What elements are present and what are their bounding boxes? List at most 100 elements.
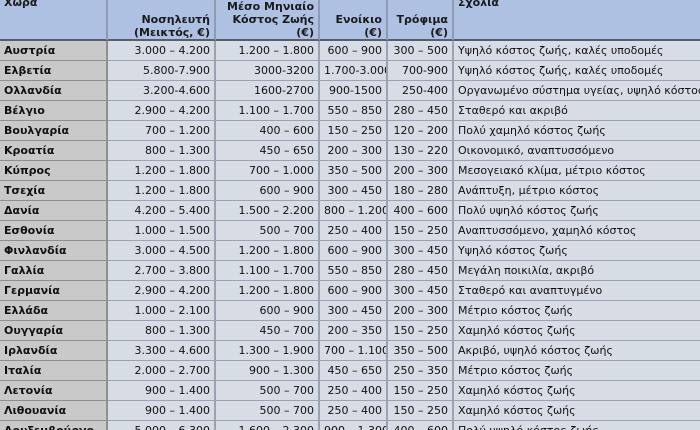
cell-food[interactable]: 400 – 600 xyxy=(388,421,454,430)
cell-notes[interactable]: Υψηλό κόστος ζωής, καλές υποδομές xyxy=(454,61,700,81)
cell-food[interactable]: 300 – 500 xyxy=(388,41,454,61)
column-header-food[interactable]: Τρόφιμα (€) xyxy=(388,0,454,41)
table-row[interactable]: Λετονία 900 – 1.400 500 – 700 250 – 400 150 … xyxy=(0,381,700,401)
table-row[interactable]: Ιταλία 2.000 – 2.700 900 – 1.300 450 – 650 2… xyxy=(0,361,700,381)
table-row[interactable]: Κροατία 800 – 1.300 450 – 650 200 – 300 130 … xyxy=(0,141,700,161)
cell-notes[interactable]: Ακριβό, υψηλό κόστος ζωής xyxy=(454,341,700,361)
cell-food[interactable]: 150 – 250 xyxy=(388,401,454,421)
column-header-rent[interactable]: Ενοίκιο (€) xyxy=(320,0,388,41)
cell-cost[interactable]: 1.300 – 1.900 xyxy=(216,341,320,361)
cell-cost[interactable]: 500 – 700 xyxy=(216,401,320,421)
cell-salary[interactable]: 3.200-4.600 xyxy=(108,81,216,101)
cell-salary[interactable]: 1.200 – 1.800 xyxy=(108,161,216,181)
cell-cost[interactable]: 600 – 900 xyxy=(216,301,320,321)
cell-country[interactable]: Ολλανδία xyxy=(0,81,108,101)
cell-rent[interactable]: 900 – 1.300 xyxy=(320,421,388,430)
cell-food[interactable]: 150 – 250 xyxy=(388,221,454,241)
cell-food[interactable]: 300 – 450 xyxy=(388,281,454,301)
cell-rent[interactable]: 550 – 850 xyxy=(320,261,388,281)
table-row[interactable]: Ιρλανδία 3.300 – 4.600 1.300 – 1.900 700 – … xyxy=(0,341,700,361)
cell-notes[interactable]: Σταθερό και ακριβό xyxy=(454,101,700,121)
cell-cost[interactable]: 1.100 – 1.700 xyxy=(216,101,320,121)
table-row[interactable]: Λιθουανία 900 – 1.400 500 – 700 250 – 400 15… xyxy=(0,401,700,421)
cell-country[interactable]: Ελλάδα xyxy=(0,301,108,321)
cell-country[interactable]: Λουξεμβούργο xyxy=(0,421,108,430)
cell-cost[interactable]: 1.200 – 1.800 xyxy=(216,281,320,301)
cell-cost[interactable]: 3000-3200 xyxy=(216,61,320,81)
column-header-country[interactable]: Χώρα xyxy=(0,0,108,41)
cell-notes[interactable]: Χαμηλό κόστος ζωής xyxy=(454,321,700,341)
cell-rent[interactable]: 800 – 1.200 xyxy=(320,201,388,221)
table-row[interactable]: Ελλάδα 1.000 – 2.100 600 – 900 300 – 450 200… xyxy=(0,301,700,321)
cell-notes[interactable]: Οργανωμένο σύστημα υγείας, υψηλό κόστος … xyxy=(454,81,700,101)
column-header-notes[interactable]: Σχόλια xyxy=(454,0,700,41)
cell-country[interactable]: Ελβετία xyxy=(0,61,108,81)
column-header-salary[interactable]: Νοσηλευτή (Μεικτός, €) xyxy=(108,0,216,41)
cell-rent[interactable]: 200 – 300 xyxy=(320,141,388,161)
cell-notes[interactable]: Μεγάλη ποικιλία, ακριβό xyxy=(454,261,700,281)
cell-food[interactable]: 700-900 xyxy=(388,61,454,81)
cell-country[interactable]: Λιθουανία xyxy=(0,401,108,421)
cell-rent[interactable]: 150 – 250 xyxy=(320,121,388,141)
cell-cost[interactable]: 1.600 – 2.300 xyxy=(216,421,320,430)
cell-salary[interactable]: 1.000 – 2.100 xyxy=(108,301,216,321)
cell-notes[interactable]: Χαμηλό κόστος ζωής xyxy=(454,381,700,401)
cell-rent[interactable]: 600 – 900 xyxy=(320,41,388,61)
cell-rent[interactable]: 600 – 900 xyxy=(320,281,388,301)
cell-country[interactable]: Ιρλανδία xyxy=(0,341,108,361)
cell-notes[interactable]: Πολύ υψηλό κόστος ζωής xyxy=(454,421,700,430)
cell-food[interactable]: 150 – 250 xyxy=(388,321,454,341)
cell-food[interactable]: 150 – 250 xyxy=(388,381,454,401)
cell-salary[interactable]: 3.000 – 4.200 xyxy=(108,41,216,61)
cell-salary[interactable]: 2.900 – 4.200 xyxy=(108,101,216,121)
cell-salary[interactable]: 3.300 – 4.600 xyxy=(108,341,216,361)
cell-country[interactable]: Βουλγαρία xyxy=(0,121,108,141)
cell-notes[interactable]: Χαμηλό κόστος ζωής xyxy=(454,401,700,421)
cell-cost[interactable]: 1.200 – 1.800 xyxy=(216,41,320,61)
cell-notes[interactable]: Μέτριο κόστος ζωής xyxy=(454,301,700,321)
table-row[interactable]: Τσεχία 1.200 – 1.800 600 – 900 300 – 450 180… xyxy=(0,181,700,201)
cell-food[interactable]: 200 – 300 xyxy=(388,301,454,321)
cell-food[interactable]: 130 – 220 xyxy=(388,141,454,161)
cell-rent[interactable]: 250 – 400 xyxy=(320,381,388,401)
cell-rent[interactable]: 350 – 500 xyxy=(320,161,388,181)
table-row[interactable]: Ουγγαρία 800 – 1.300 450 – 700 200 – 350 150… xyxy=(0,321,700,341)
cell-rent[interactable]: 700 – 1.100 xyxy=(320,341,388,361)
cell-cost[interactable]: 1600-2700 xyxy=(216,81,320,101)
cell-rent[interactable]: 300 – 450 xyxy=(320,301,388,321)
cell-country[interactable]: Αυστρία xyxy=(0,41,108,61)
cell-rent[interactable]: 550 – 850 xyxy=(320,101,388,121)
cell-rent[interactable]: 600 – 900 xyxy=(320,241,388,261)
cell-notes[interactable]: Μέτριο κόστος ζωής xyxy=(454,361,700,381)
cell-salary[interactable]: 2.900 – 4.200 xyxy=(108,281,216,301)
cell-notes[interactable]: Υψηλό κόστος ζωής, καλές υποδομές xyxy=(454,41,700,61)
cell-salary[interactable]: 1.200 – 1.800 xyxy=(108,181,216,201)
cell-salary[interactable]: 700 – 1.200 xyxy=(108,121,216,141)
cell-rent[interactable]: 450 – 650 xyxy=(320,361,388,381)
cell-country[interactable]: Γερμανία xyxy=(0,281,108,301)
table-row[interactable]: Ελβετία 5.800-7.900 3000-3200 1.700-3.000 70… xyxy=(0,61,700,81)
cell-food[interactable]: 300 – 450 xyxy=(388,241,454,261)
cell-rent[interactable]: 900-1500 xyxy=(320,81,388,101)
table-row[interactable]: Ολλανδία 3.200-4.600 1600-2700 900-1500 250-… xyxy=(0,81,700,101)
cell-country[interactable]: Ιταλία xyxy=(0,361,108,381)
cell-cost[interactable]: 400 – 600 xyxy=(216,121,320,141)
cell-food[interactable]: 250-400 xyxy=(388,81,454,101)
cell-food[interactable]: 400 – 600 xyxy=(388,201,454,221)
table-row[interactable]: Βουλγαρία 700 – 1.200 400 – 600 150 – 250 12… xyxy=(0,121,700,141)
cell-food[interactable]: 350 – 500 xyxy=(388,341,454,361)
cell-salary[interactable]: 2.700 – 3.800 xyxy=(108,261,216,281)
cell-cost[interactable]: 450 – 650 xyxy=(216,141,320,161)
table-row[interactable]: Εσθονία 1.000 – 1.500 500 – 700 250 – 400 15… xyxy=(0,221,700,241)
cell-rent[interactable]: 300 – 450 xyxy=(320,181,388,201)
cell-notes[interactable]: Μεσογειακό κλίμα, μέτριο κόστος xyxy=(454,161,700,181)
table-row[interactable]: Βέλγιο 2.900 – 4.200 1.100 – 1.700 550 – 85… xyxy=(0,101,700,121)
table-row[interactable]: Κύπρος 1.200 – 1.800 700 – 1.000 350 – 500 2… xyxy=(0,161,700,181)
table-row[interactable]: Γερμανία 2.900 – 4.200 1.200 – 1.800 600 – … xyxy=(0,281,700,301)
cell-food[interactable]: 280 – 450 xyxy=(388,101,454,121)
cell-cost[interactable]: 700 – 1.000 xyxy=(216,161,320,181)
cell-food[interactable]: 280 – 450 xyxy=(388,261,454,281)
cell-cost[interactable]: 900 – 1.300 xyxy=(216,361,320,381)
cell-salary[interactable]: 900 – 1.400 xyxy=(108,381,216,401)
